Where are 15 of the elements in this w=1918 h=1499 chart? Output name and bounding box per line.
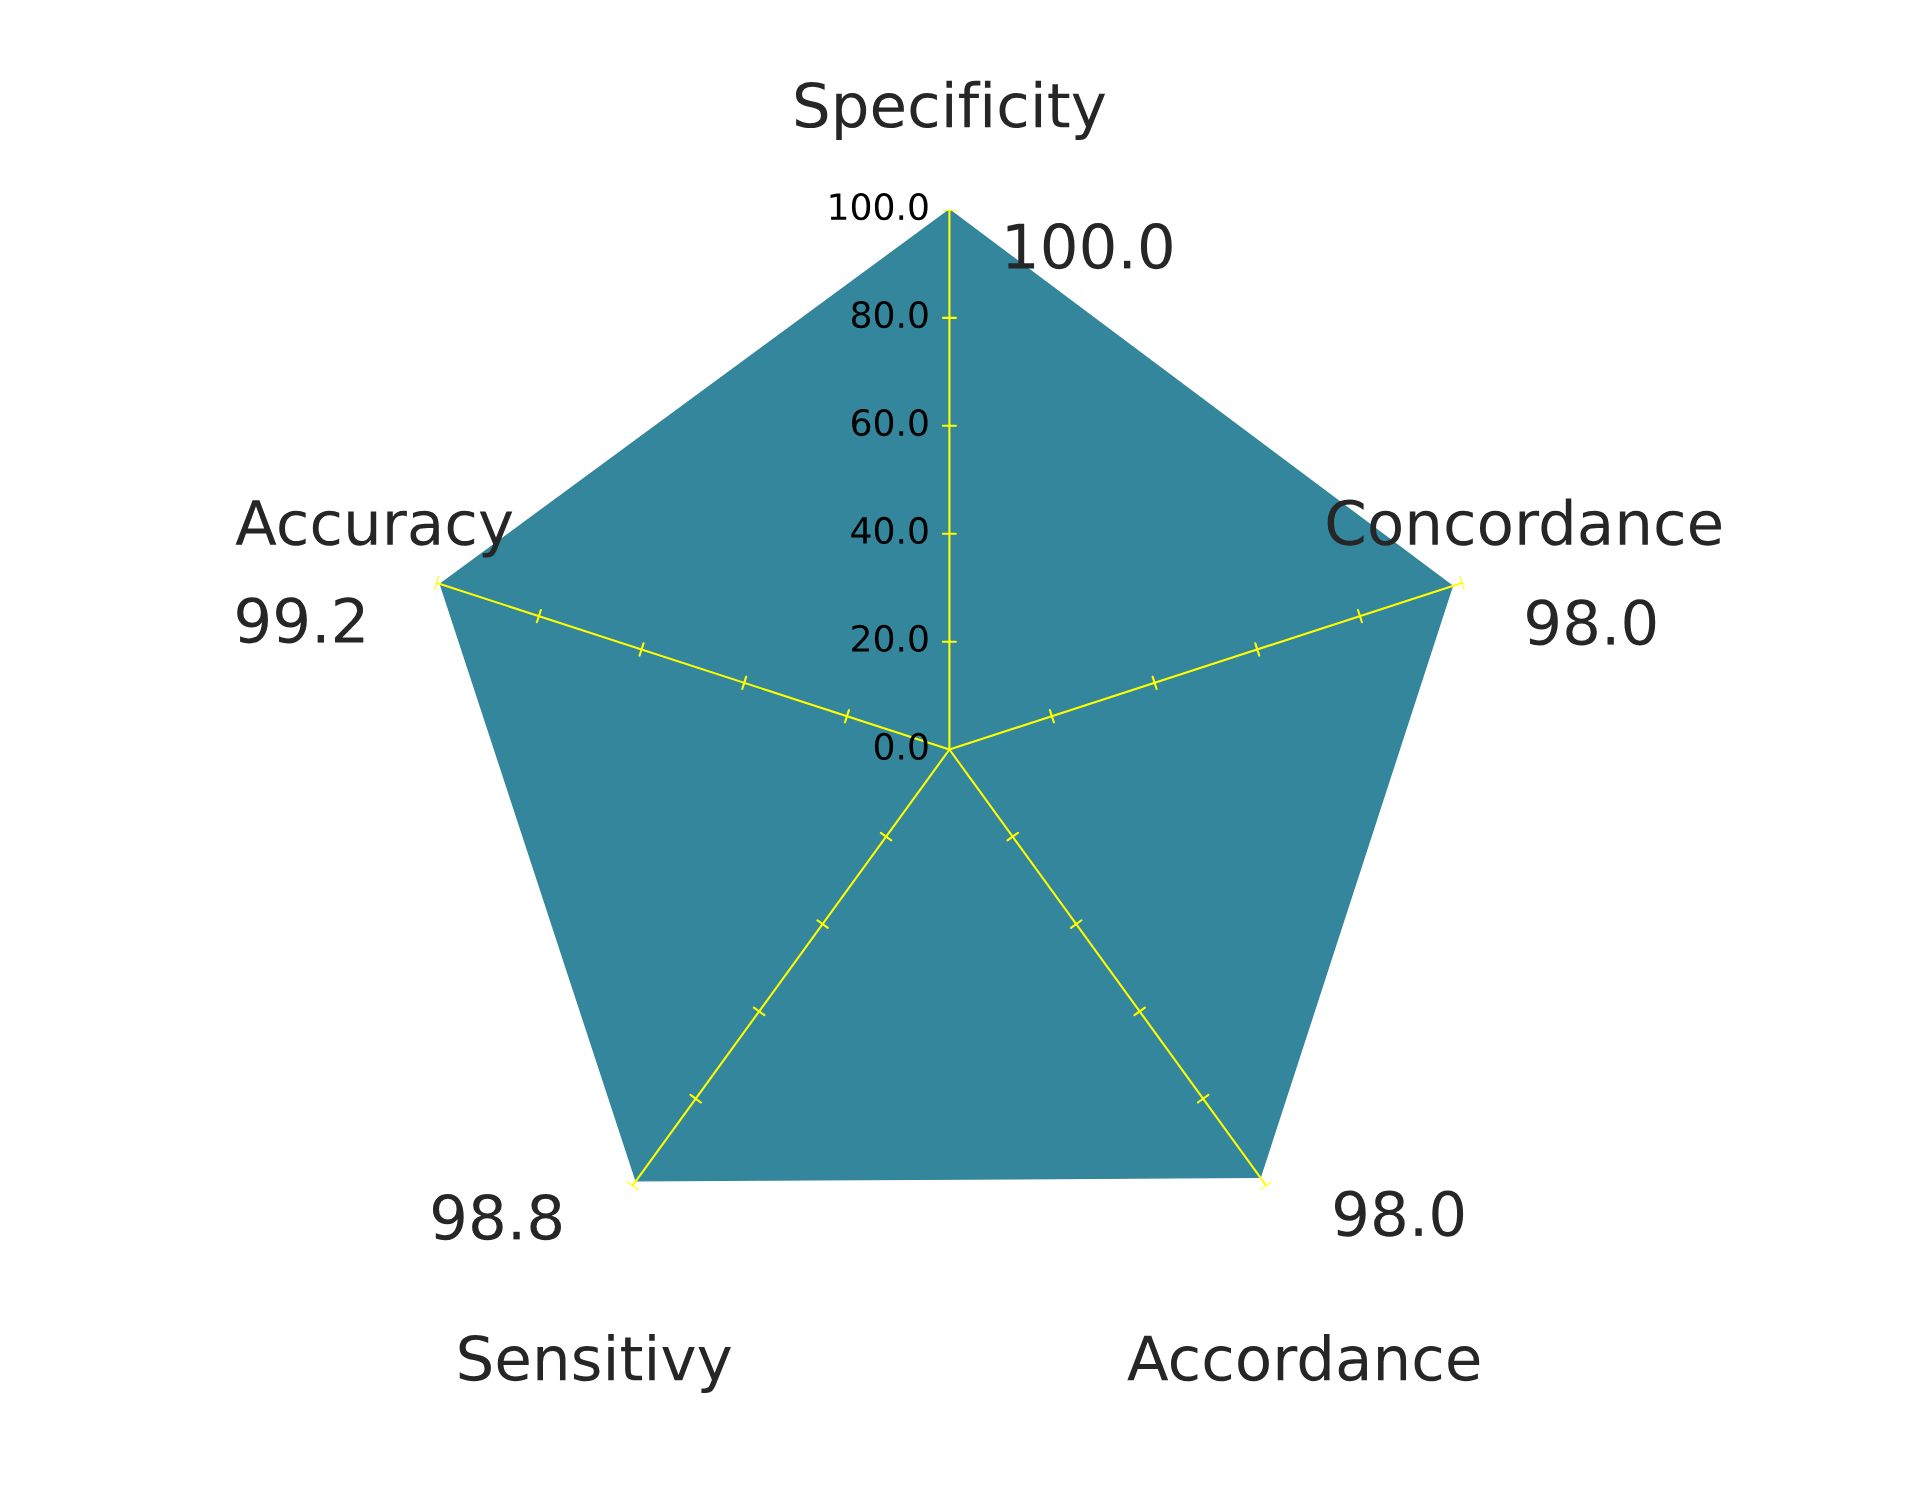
text: 98.0 — [1527, 599, 1656, 646]
y-tick-label: 60.0 — [852, 408, 928, 437]
text: 100.0 — [1007, 223, 1172, 270]
text: 98.8 — [432, 1194, 561, 1241]
y-tick-label: 0.0 — [874, 732, 928, 760]
text: 98.0 — [1334, 1190, 1464, 1237]
spoke-label: Sensitivy — [459, 1333, 731, 1394]
spoke-label: Accuracy — [235, 500, 513, 558]
spoke-label: Specificity — [795, 80, 1106, 140]
y-tick-label: 20.0 — [852, 624, 928, 653]
y-tick-label: 100.0 — [830, 193, 928, 221]
y-tick-label: 80.0 — [852, 300, 928, 329]
text: 99.2 — [237, 597, 364, 644]
y-tick-label: 40.0 — [851, 516, 928, 545]
spoke-label: Accordance — [1127, 1333, 1480, 1382]
